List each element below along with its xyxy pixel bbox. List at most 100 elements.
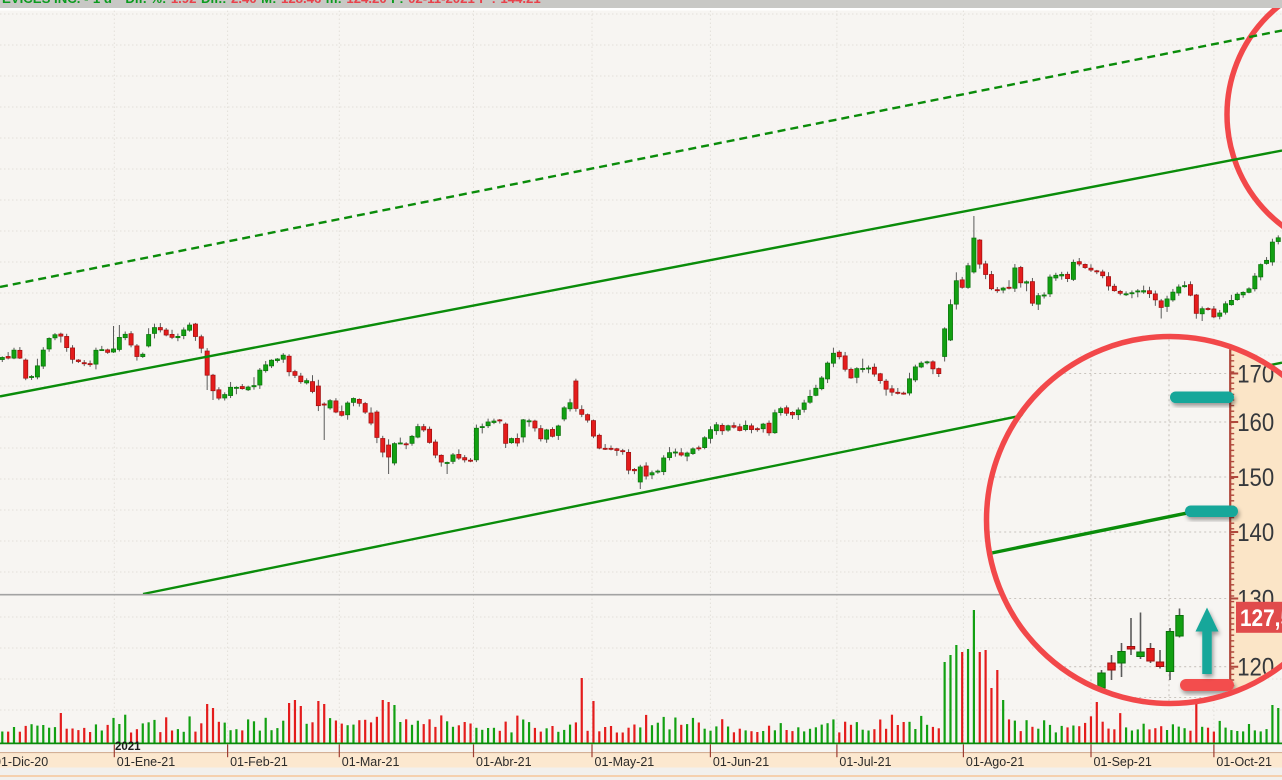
candle[interactable]: [263, 364, 269, 372]
volume-bar[interactable]: [405, 719, 408, 743]
volume-bar[interactable]: [861, 729, 864, 743]
candle[interactable]: [1129, 292, 1135, 295]
candle[interactable]: [479, 426, 485, 428]
volume-bar[interactable]: [738, 728, 741, 743]
candle[interactable]: [749, 425, 754, 430]
volume-bar[interactable]: [902, 722, 905, 743]
candle[interactable]: [438, 454, 444, 463]
candle[interactable]: [192, 323, 198, 337]
volume-bar[interactable]: [937, 728, 940, 743]
volume-bar[interactable]: [276, 728, 279, 743]
volume-bar[interactable]: [147, 722, 150, 743]
volume-bar[interactable]: [896, 725, 899, 743]
volume-bar[interactable]: [873, 729, 876, 743]
candle[interactable]: [169, 334, 175, 338]
volume-bar[interactable]: [1054, 732, 1057, 743]
candle[interactable]: [813, 387, 819, 396]
volume-bar[interactable]: [609, 726, 613, 743]
candle[interactable]: [1152, 293, 1158, 301]
trend-line-channel-top-dashed[interactable]: [0, 29, 1282, 289]
candle[interactable]: [1176, 286, 1182, 294]
candle[interactable]: [99, 349, 105, 352]
candle[interactable]: [17, 349, 23, 359]
volume-bar[interactable]: [832, 719, 835, 743]
volume-bar[interactable]: [247, 719, 250, 743]
volume-bar[interactable]: [1177, 726, 1180, 743]
candle[interactable]: [140, 353, 146, 357]
candle[interactable]: [637, 466, 643, 483]
volume-bar[interactable]: [1253, 730, 1256, 743]
candle[interactable]: [1000, 287, 1006, 291]
candle[interactable]: [801, 402, 807, 410]
breakout-level-bar[interactable]: [1185, 505, 1238, 518]
volume-bar[interactable]: [674, 717, 677, 743]
candle[interactable]: [23, 359, 29, 379]
volume-bar[interactable]: [206, 704, 209, 743]
candle[interactable]: [228, 386, 234, 396]
volume-bar[interactable]: [410, 724, 414, 743]
volume-bar[interactable]: [1265, 729, 1268, 743]
candle[interactable]: [415, 426, 421, 438]
volume-bar[interactable]: [914, 729, 917, 743]
candle[interactable]: [602, 447, 608, 450]
volume-bar[interactable]: [762, 731, 765, 743]
candle[interactable]: [128, 333, 134, 346]
volume-bar[interactable]: [1013, 720, 1016, 743]
candle[interactable]: [321, 403, 327, 406]
candle[interactable]: [1088, 267, 1094, 271]
candle[interactable]: [790, 411, 795, 416]
candle[interactable]: [1269, 241, 1275, 263]
volume-bar[interactable]: [153, 719, 156, 743]
volume-bar[interactable]: [159, 732, 162, 743]
volume-bar[interactable]: [486, 728, 490, 743]
candle[interactable]: [1164, 298, 1170, 307]
candle[interactable]: [520, 419, 526, 438]
volume-bar[interactable]: [574, 722, 577, 743]
volume-bar[interactable]: [656, 722, 659, 743]
volume-bar[interactable]: [188, 716, 191, 743]
candle[interactable]: [959, 279, 965, 288]
volume-bar[interactable]: [966, 649, 970, 743]
volume-bar[interactable]: [721, 719, 724, 743]
candle[interactable]: [1111, 285, 1117, 292]
candle[interactable]: [561, 407, 567, 420]
volume-bar[interactable]: [1142, 723, 1145, 743]
volume-bar[interactable]: [469, 723, 472, 743]
volume-bar[interactable]: [522, 719, 525, 743]
candle[interactable]: [555, 425, 561, 436]
candle[interactable]: [509, 438, 514, 444]
volume-bar[interactable]: [481, 729, 484, 743]
candle[interactable]: [743, 424, 749, 430]
volume-bar[interactable]: [1271, 705, 1274, 743]
candle[interactable]: [760, 423, 766, 430]
volume-bar[interactable]: [1066, 727, 1069, 743]
candle[interactable]: [392, 443, 397, 464]
candle[interactable]: [1106, 276, 1111, 287]
volume-bar[interactable]: [118, 724, 121, 743]
volume-bar[interactable]: [791, 731, 794, 743]
volume-bar[interactable]: [604, 727, 607, 743]
volume-bar[interactable]: [750, 731, 753, 743]
candle[interactable]: [532, 420, 538, 429]
candle[interactable]: [918, 362, 924, 368]
volume-bar[interactable]: [1136, 729, 1139, 743]
candle[interactable]: [1223, 303, 1229, 313]
candle[interactable]: [503, 423, 509, 444]
volume-bar[interactable]: [1189, 730, 1192, 743]
candle[interactable]: [631, 469, 637, 472]
volume-bar[interactable]: [1218, 720, 1221, 743]
volume-bar[interactable]: [112, 717, 115, 743]
volume-bar[interactable]: [463, 722, 466, 743]
volume-bar[interactable]: [200, 723, 203, 743]
candle[interactable]: [491, 420, 497, 423]
candle[interactable]: [596, 434, 602, 449]
candle[interactable]: [994, 289, 1000, 292]
candle[interactable]: [473, 427, 479, 461]
volume-bar[interactable]: [650, 725, 654, 743]
volume-bar[interactable]: [65, 728, 68, 743]
candle[interactable]: [731, 425, 737, 428]
candle[interactable]: [0, 357, 5, 360]
volume-bar[interactable]: [24, 725, 27, 743]
volume-bar[interactable]: [83, 727, 86, 743]
candle[interactable]: [1228, 300, 1234, 306]
